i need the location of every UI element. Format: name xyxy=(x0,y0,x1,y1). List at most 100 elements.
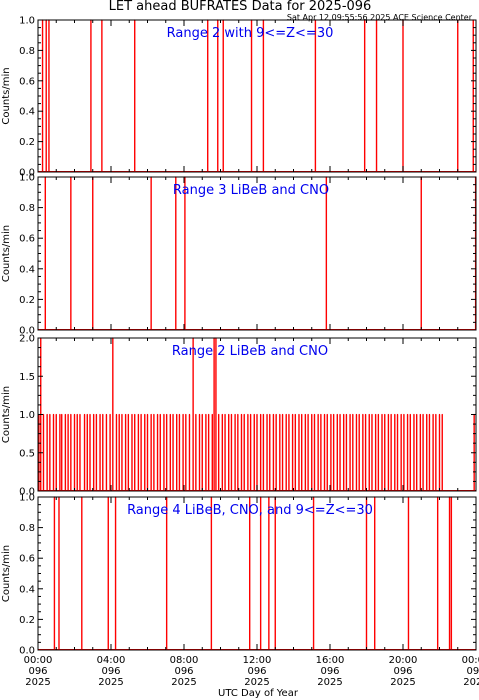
y-tick-label: 1.0 xyxy=(19,16,35,27)
data-point xyxy=(218,413,220,416)
data-point xyxy=(156,413,159,416)
data-point xyxy=(211,413,213,416)
x-tick-label-year: 2025 xyxy=(25,677,50,688)
data-point xyxy=(159,413,161,416)
y-tick-label: 0.2 xyxy=(19,615,35,626)
data-point xyxy=(381,413,383,416)
data-point xyxy=(281,413,284,416)
data-point xyxy=(422,413,424,416)
data-point xyxy=(396,413,399,416)
data-point xyxy=(99,413,101,416)
y-tick-label: 0.4 xyxy=(19,264,35,275)
x-tick-label-time: 12:00 xyxy=(243,655,272,666)
data-point xyxy=(230,413,233,416)
data-point xyxy=(301,413,303,416)
data-point xyxy=(403,413,405,416)
y-tick-label: 0.2 xyxy=(19,295,35,306)
data-series xyxy=(41,20,474,172)
panel-2: 0.0 0.2 0.4 0.6 0.8 1.0 Counts/min Range 3 LiBe… xyxy=(1,173,477,337)
x-tick-label-year: 2025 xyxy=(317,677,342,688)
data-point xyxy=(76,413,78,416)
data-point xyxy=(109,413,111,416)
data-point xyxy=(317,413,319,416)
data-point xyxy=(55,413,57,416)
x-tick-label-day: 097 xyxy=(466,666,479,677)
x-tick-label-time: 16:00 xyxy=(316,655,345,666)
panel-label: Range 4 LiBeB, CNO, and 9<=Z<=30 xyxy=(127,503,373,518)
data-point xyxy=(46,413,48,416)
plot-frame xyxy=(37,176,477,331)
data-point xyxy=(368,413,370,416)
y-tick-label: 0.8 xyxy=(19,523,35,534)
x-tick-label-day: 096 xyxy=(320,666,339,677)
plot-frame xyxy=(37,496,477,651)
data-point xyxy=(250,413,252,416)
x-tick-label-time: 00:00 xyxy=(24,655,53,666)
y-tick-label: 2.0 xyxy=(19,334,35,345)
y-axis-label: Counts/min xyxy=(1,225,12,282)
x-tick-label-day: 096 xyxy=(393,666,412,677)
data-point xyxy=(311,413,313,416)
data-point xyxy=(384,413,386,416)
data-point xyxy=(375,413,377,416)
panel-label: Range 2 LiBeB and CNO xyxy=(172,344,328,359)
plot-frame xyxy=(37,19,477,173)
data-point xyxy=(394,413,396,416)
y-tick-label: 0.4 xyxy=(19,107,35,118)
data-point xyxy=(146,413,149,416)
data-point xyxy=(176,413,178,416)
x-tick-label-year: 2025 xyxy=(463,677,479,688)
data-point xyxy=(307,413,309,416)
data-point xyxy=(121,413,123,416)
data-point xyxy=(362,413,364,416)
data-point xyxy=(70,413,72,416)
data-point xyxy=(323,413,326,416)
x-tick-label-time: 00:00 xyxy=(462,655,479,666)
data-point xyxy=(59,413,61,416)
panels: 0.0 0.2 0.4 0.6 0.8 1.0 Counts/min Range 2 with… xyxy=(1,16,479,689)
data-point xyxy=(49,413,51,416)
data-point xyxy=(150,413,152,416)
panel-label: Range 3 LiBeB and CNO xyxy=(173,183,329,198)
data-point xyxy=(163,413,165,416)
data-point xyxy=(105,413,108,416)
data-point xyxy=(134,413,136,416)
data-point xyxy=(185,413,187,416)
data-point xyxy=(339,413,341,416)
data-point xyxy=(279,413,281,416)
data-point xyxy=(298,413,300,416)
data-point xyxy=(432,413,434,416)
data-point xyxy=(83,413,86,416)
panel-label: Range 2 with 9<=Z<=30 xyxy=(167,26,334,41)
y-tick-label: 0.6 xyxy=(19,554,35,565)
x-tick-label-day: 096 xyxy=(174,666,193,677)
y-axis-label: Counts/min xyxy=(1,67,12,124)
x-tick-label-day: 096 xyxy=(28,666,47,677)
x-tick-label-time: 20:00 xyxy=(389,655,418,666)
data-point xyxy=(288,413,290,416)
x-tick-label-day: 096 xyxy=(101,666,120,677)
data-point xyxy=(169,413,171,416)
data-point xyxy=(406,413,409,416)
data-point xyxy=(266,413,268,416)
data-point xyxy=(377,413,379,416)
y-tick-label: 0.6 xyxy=(19,76,35,87)
panel-3: 0.0 0.5 1.0 1.5 2.0 Counts/min Range 2 LiBeB a… xyxy=(1,334,477,498)
x-tick-label-time: 04:00 xyxy=(97,655,126,666)
y-tick-label: 1.0 xyxy=(19,493,35,504)
data-point xyxy=(275,413,277,416)
data-point xyxy=(42,413,45,416)
data-point xyxy=(201,413,203,416)
data-series xyxy=(53,497,453,650)
x-tick-label-year: 2025 xyxy=(98,677,123,688)
data-point xyxy=(355,413,358,416)
y-tick-label: 0.5 xyxy=(19,448,35,459)
data-point xyxy=(438,413,441,416)
data-point xyxy=(64,413,66,416)
y-tick-label: 0.8 xyxy=(19,46,35,57)
x-axis-label: UTC Day of Year xyxy=(218,688,299,699)
chart-title: LET ahead BUFRATES Data for 2025-096 xyxy=(109,0,372,14)
data-point xyxy=(320,413,322,416)
data-point xyxy=(345,413,348,416)
